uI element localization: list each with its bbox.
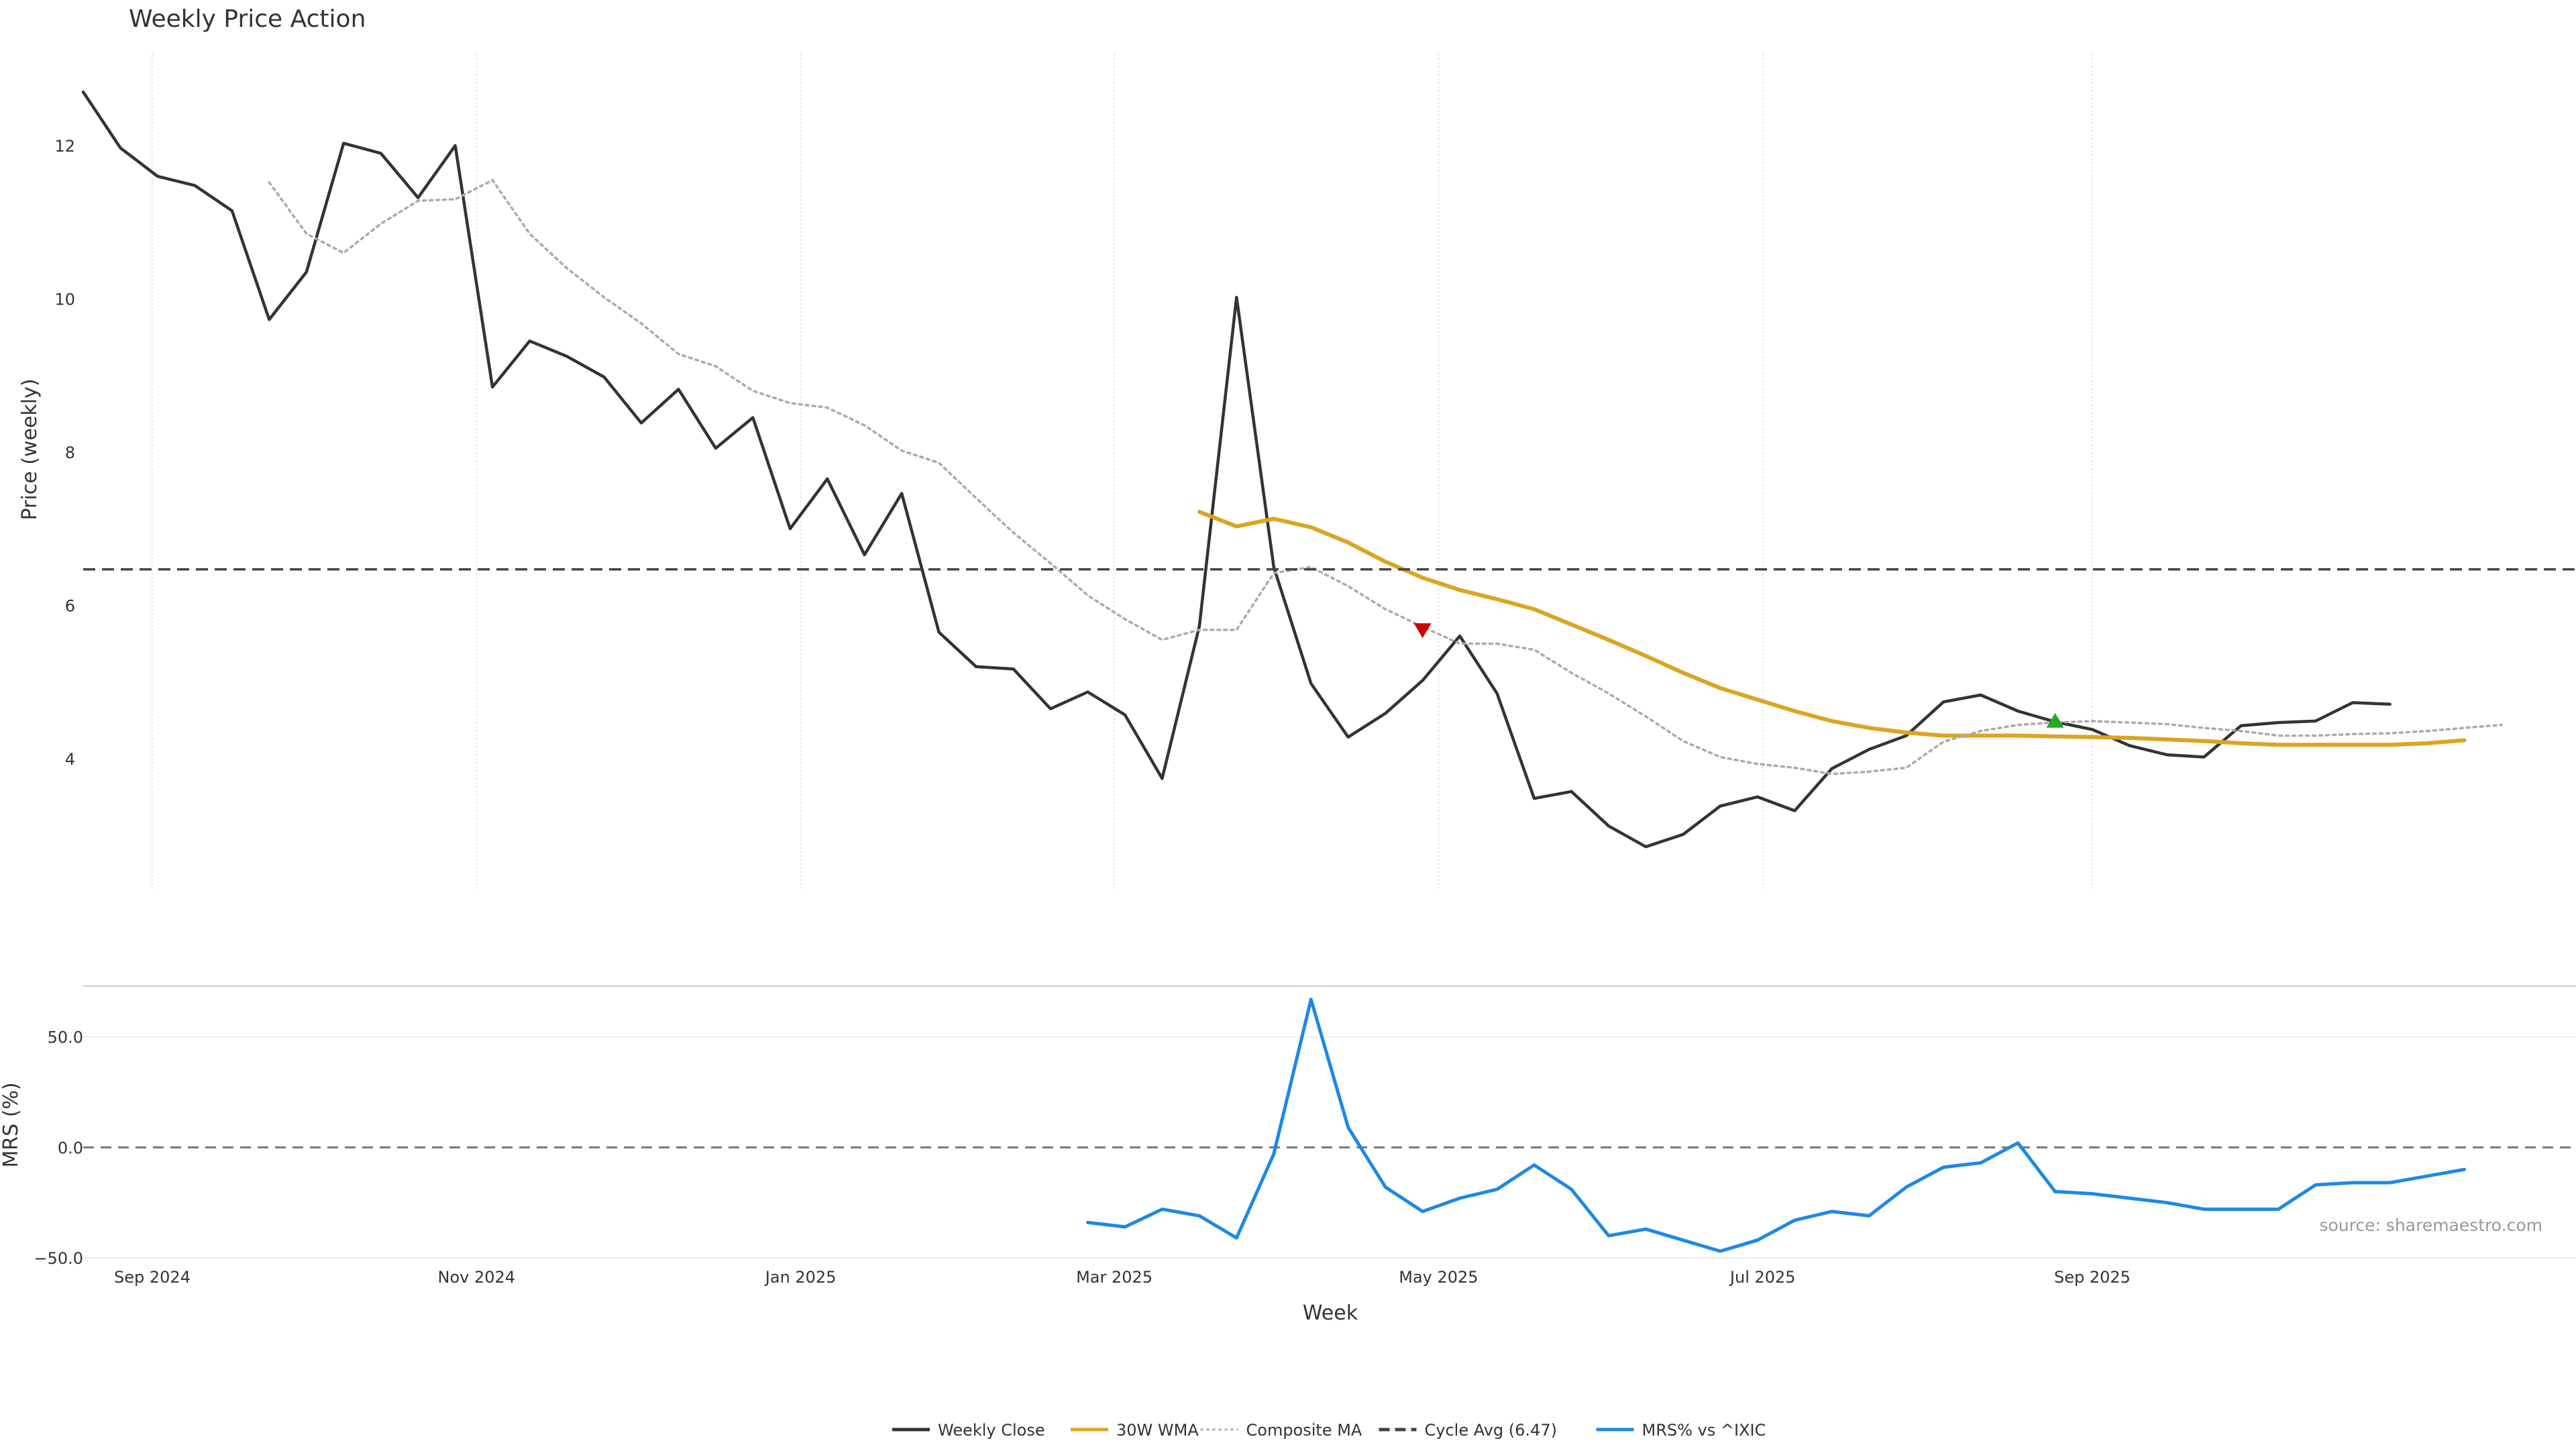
sell-signal-marker — [1413, 623, 1432, 639]
x-tick-label: Nov 2024 — [438, 1268, 516, 1287]
legend-label: Cycle Avg (6.47) — [1425, 1421, 1557, 1440]
price-y-tick-label: 12 — [54, 137, 75, 156]
legend-label: Composite MA — [1246, 1421, 1362, 1440]
price-y-tick-label: 4 — [65, 750, 75, 769]
wma-30w-line — [1197, 510, 2467, 747]
legend-item: 30W WMA — [1071, 1421, 1199, 1440]
legend-item: Composite MA — [1200, 1421, 1362, 1440]
price-grid — [152, 54, 2093, 889]
mrs-y-tick-label: 0.0 — [58, 1138, 83, 1157]
mrs-series — [1086, 998, 2467, 1253]
x-tick-label: Jul 2025 — [1729, 1268, 1796, 1287]
mrs-y-axis-label: MRS (%) — [0, 1082, 23, 1167]
price-y-tick-label: 8 — [65, 443, 75, 462]
source-text: source: sharemaestro.com — [2320, 1216, 2543, 1235]
legend-item: MRS% vs ^IXIC — [1596, 1421, 1766, 1440]
buy-signal-marker — [2046, 712, 2064, 728]
x-tick-label: Jan 2025 — [764, 1268, 837, 1287]
mrs-panel: −50.0 0.0 50.0 MRS (%) — [0, 985, 2576, 1268]
x-axis-ticks: Sep 2024 Nov 2024 Jan 2025 Mar 2025 May 2025… — [114, 1268, 2131, 1287]
legend-label: Weekly Close — [938, 1421, 1045, 1440]
price-series — [81, 90, 2576, 849]
chart-title: Weekly Price Action — [129, 5, 366, 33]
signal-markers — [1413, 623, 2064, 728]
x-axis-label: Week — [1303, 1301, 1358, 1325]
x-tick-label: May 2025 — [1399, 1268, 1478, 1287]
legend-item: Cycle Avg (6.47) — [1379, 1421, 1557, 1440]
mrs-line — [1086, 998, 2467, 1253]
price-panel: 4 6 8 10 12 Price (weekly) — [18, 54, 2576, 889]
price-y-tick-label: 6 — [65, 596, 75, 615]
legend-label: MRS% vs ^IXIC — [1642, 1421, 1766, 1440]
mrs-y-tick-label: −50.0 — [34, 1249, 83, 1268]
x-tick-label: Sep 2024 — [114, 1268, 191, 1287]
legend: Weekly Close 30W WMA Composite MA Cycle Avg… — [892, 1421, 1766, 1440]
composite-ma-line — [268, 178, 2503, 775]
price-y-ticks: 4 6 8 10 12 — [54, 137, 75, 769]
mrs-grid — [83, 1036, 2576, 1258]
mrs-y-tick-label: 50.0 — [48, 1028, 83, 1047]
mrs-y-ticks: −50.0 0.0 50.0 — [34, 1028, 83, 1268]
x-tick-label: Mar 2025 — [1076, 1268, 1152, 1287]
x-tick-label: Sep 2025 — [2054, 1268, 2131, 1287]
legend-item: Weekly Close — [892, 1421, 1045, 1440]
weekly-close-line — [81, 90, 2392, 849]
price-y-tick-label: 10 — [54, 290, 75, 309]
legend-label: 30W WMA — [1116, 1421, 1199, 1440]
price-y-axis-label: Price (weekly) — [18, 378, 42, 520]
